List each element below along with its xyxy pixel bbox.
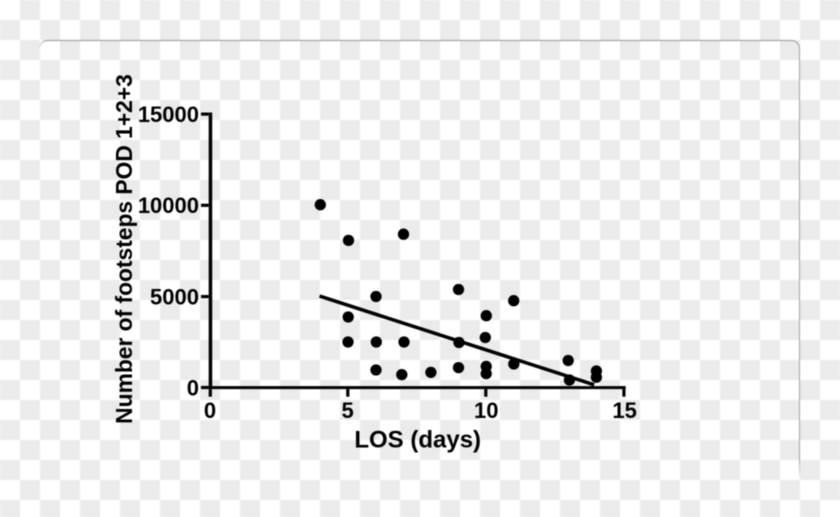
- svg-text:15000: 15000: [138, 102, 199, 127]
- svg-text:LOS (days): LOS (days): [354, 426, 481, 453]
- svg-text:15: 15: [612, 398, 636, 423]
- svg-text:0: 0: [187, 375, 199, 400]
- svg-text:5000: 5000: [150, 284, 199, 309]
- svg-text:5: 5: [341, 398, 353, 423]
- svg-text:10000: 10000: [138, 193, 199, 218]
- svg-text:Number of footsteps POD 1+2+3: Number of footsteps POD 1+2+3: [111, 74, 137, 424]
- svg-text:0: 0: [204, 398, 216, 423]
- svg-text:10: 10: [474, 398, 498, 423]
